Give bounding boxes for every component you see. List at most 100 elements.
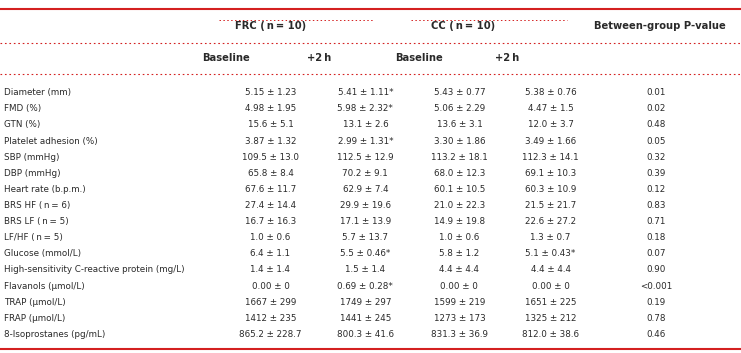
Text: BRS HF ( n = 6): BRS HF ( n = 6) — [4, 201, 70, 210]
Text: 5.43 ± 0.77: 5.43 ± 0.77 — [433, 88, 485, 97]
Text: 2.99 ± 1.31*: 2.99 ± 1.31* — [337, 137, 393, 145]
Text: 60.1 ± 10.5: 60.1 ± 10.5 — [433, 185, 485, 194]
Text: 3.49 ± 1.66: 3.49 ± 1.66 — [525, 137, 576, 145]
Text: CC ( n = 10): CC ( n = 10) — [431, 22, 495, 31]
Text: 1273 ± 173: 1273 ± 173 — [433, 314, 485, 323]
Text: LF/HF ( n = 5): LF/HF ( n = 5) — [4, 233, 62, 242]
Text: FRC ( n = 10): FRC ( n = 10) — [235, 22, 306, 31]
Text: 15.6 ± 5.1: 15.6 ± 5.1 — [247, 120, 293, 130]
Text: 60.3 ± 10.9: 60.3 ± 10.9 — [525, 185, 576, 194]
Text: Platelet adhesion (%): Platelet adhesion (%) — [4, 137, 98, 145]
Text: FMD (%): FMD (%) — [4, 104, 41, 113]
Text: 68.0 ± 12.3: 68.0 ± 12.3 — [433, 169, 485, 178]
Text: 112.5 ± 12.9: 112.5 ± 12.9 — [337, 153, 393, 162]
Text: High-sensitivity C-reactive protein (mg/L): High-sensitivity C-reactive protein (mg/… — [4, 265, 185, 274]
Text: BRS LF ( n = 5): BRS LF ( n = 5) — [4, 217, 68, 226]
Text: FRAP (μmol/L): FRAP (μmol/L) — [4, 314, 65, 323]
Text: 1.3 ± 0.7: 1.3 ± 0.7 — [531, 233, 571, 242]
Text: GTN (%): GTN (%) — [4, 120, 40, 130]
Text: 0.12: 0.12 — [646, 185, 665, 194]
Text: +2 h: +2 h — [307, 53, 330, 63]
Text: 14.9 ± 19.8: 14.9 ± 19.8 — [434, 217, 485, 226]
Text: 1.5 ± 1.4: 1.5 ± 1.4 — [345, 265, 385, 274]
Text: TRAP (μmol/L): TRAP (μmol/L) — [4, 298, 65, 307]
Text: 69.1 ± 10.3: 69.1 ± 10.3 — [525, 169, 576, 178]
Text: 865.2 ± 228.7: 865.2 ± 228.7 — [239, 330, 302, 339]
Text: +2 h: +2 h — [496, 53, 519, 63]
Text: 1667 ± 299: 1667 ± 299 — [245, 298, 296, 307]
Text: 5.7 ± 13.7: 5.7 ± 13.7 — [342, 233, 388, 242]
Text: 4.4 ± 4.4: 4.4 ± 4.4 — [439, 265, 479, 274]
Text: SBP (mmHg): SBP (mmHg) — [4, 153, 59, 162]
Text: 17.1 ± 13.9: 17.1 ± 13.9 — [339, 217, 391, 226]
Text: 5.06 ± 2.29: 5.06 ± 2.29 — [433, 104, 485, 113]
Text: 5.8 ± 1.2: 5.8 ± 1.2 — [439, 249, 479, 258]
Text: 29.9 ± 19.6: 29.9 ± 19.6 — [340, 201, 391, 210]
Text: 1.0 ± 0.6: 1.0 ± 0.6 — [250, 233, 290, 242]
Text: 4.98 ± 1.95: 4.98 ± 1.95 — [245, 104, 296, 113]
Text: 62.9 ± 7.4: 62.9 ± 7.4 — [342, 185, 388, 194]
Text: Heart rate (b.p.m.): Heart rate (b.p.m.) — [4, 185, 85, 194]
Text: 13.6 ± 3.1: 13.6 ± 3.1 — [436, 120, 482, 130]
Text: 1651 ± 225: 1651 ± 225 — [525, 298, 576, 307]
Text: 65.8 ± 8.4: 65.8 ± 8.4 — [247, 169, 293, 178]
Text: 0.00 ± 0: 0.00 ± 0 — [440, 282, 479, 291]
Text: Baseline: Baseline — [202, 53, 250, 63]
Text: 4.47 ± 1.5: 4.47 ± 1.5 — [528, 104, 574, 113]
Text: 1.4 ± 1.4: 1.4 ± 1.4 — [250, 265, 290, 274]
Text: 4.4 ± 4.4: 4.4 ± 4.4 — [531, 265, 571, 274]
Text: 67.6 ± 11.7: 67.6 ± 11.7 — [245, 185, 296, 194]
Text: 5.5 ± 0.46*: 5.5 ± 0.46* — [340, 249, 391, 258]
Text: 0.46: 0.46 — [646, 330, 665, 339]
Text: 12.0 ± 3.7: 12.0 ± 3.7 — [528, 120, 574, 130]
Text: 5.15 ± 1.23: 5.15 ± 1.23 — [245, 88, 296, 97]
Text: 0.05: 0.05 — [646, 137, 665, 145]
Text: 16.7 ± 16.3: 16.7 ± 16.3 — [245, 217, 296, 226]
Text: 6.4 ± 1.1: 6.4 ± 1.1 — [250, 249, 290, 258]
Text: <0.001: <0.001 — [639, 282, 672, 291]
Text: 0.01: 0.01 — [646, 88, 665, 97]
Text: 1.0 ± 0.6: 1.0 ± 0.6 — [439, 233, 479, 242]
Text: 5.98 ± 2.32*: 5.98 ± 2.32* — [337, 104, 393, 113]
Text: DBP (mmHg): DBP (mmHg) — [4, 169, 60, 178]
Text: 109.5 ± 13.0: 109.5 ± 13.0 — [242, 153, 299, 162]
Text: 8-Isoprostanes (pg/mL): 8-Isoprostanes (pg/mL) — [4, 330, 105, 339]
Text: 0.19: 0.19 — [646, 298, 665, 307]
Text: 0.02: 0.02 — [646, 104, 665, 113]
Text: 3.87 ± 1.32: 3.87 ± 1.32 — [245, 137, 296, 145]
Text: 0.48: 0.48 — [646, 120, 665, 130]
Text: 1325 ± 212: 1325 ± 212 — [525, 314, 576, 323]
Text: 5.38 ± 0.76: 5.38 ± 0.76 — [525, 88, 576, 97]
Text: Diameter (mm): Diameter (mm) — [4, 88, 71, 97]
Text: 3.30 ± 1.86: 3.30 ± 1.86 — [433, 137, 485, 145]
Text: 0.69 ± 0.28*: 0.69 ± 0.28* — [337, 282, 393, 291]
Text: 21.0 ± 22.3: 21.0 ± 22.3 — [433, 201, 485, 210]
Text: 0.78: 0.78 — [646, 314, 665, 323]
Text: 70.2 ± 9.1: 70.2 ± 9.1 — [342, 169, 388, 178]
Text: 0.39: 0.39 — [646, 169, 665, 178]
Text: 812.0 ± 38.6: 812.0 ± 38.6 — [522, 330, 579, 339]
Text: 0.18: 0.18 — [646, 233, 665, 242]
Text: 1599 ± 219: 1599 ± 219 — [433, 298, 485, 307]
Text: 113.2 ± 18.1: 113.2 ± 18.1 — [431, 153, 488, 162]
Text: Baseline: Baseline — [395, 53, 442, 63]
Text: 112.3 ± 14.1: 112.3 ± 14.1 — [522, 153, 579, 162]
Text: Glucose (mmol/L): Glucose (mmol/L) — [4, 249, 81, 258]
Text: 13.1 ± 2.6: 13.1 ± 2.6 — [342, 120, 388, 130]
Text: Flavanols (μmol/L): Flavanols (μmol/L) — [4, 282, 84, 291]
Text: 0.83: 0.83 — [646, 201, 665, 210]
Text: 0.00 ± 0: 0.00 ± 0 — [251, 282, 290, 291]
Text: 5.41 ± 1.11*: 5.41 ± 1.11* — [337, 88, 393, 97]
Text: 27.4 ± 14.4: 27.4 ± 14.4 — [245, 201, 296, 210]
Text: 1441 ± 245: 1441 ± 245 — [339, 314, 391, 323]
Text: 831.3 ± 36.9: 831.3 ± 36.9 — [431, 330, 488, 339]
Text: 0.71: 0.71 — [646, 217, 665, 226]
Text: 0.00 ± 0: 0.00 ± 0 — [531, 282, 570, 291]
Text: 21.5 ± 21.7: 21.5 ± 21.7 — [525, 201, 576, 210]
Text: 800.3 ± 41.6: 800.3 ± 41.6 — [337, 330, 393, 339]
Text: 0.32: 0.32 — [646, 153, 665, 162]
Text: 1749 ± 297: 1749 ± 297 — [339, 298, 391, 307]
Text: Between-group P-value: Between-group P-value — [594, 22, 725, 31]
Text: 1412 ± 235: 1412 ± 235 — [245, 314, 296, 323]
Text: 0.07: 0.07 — [646, 249, 665, 258]
